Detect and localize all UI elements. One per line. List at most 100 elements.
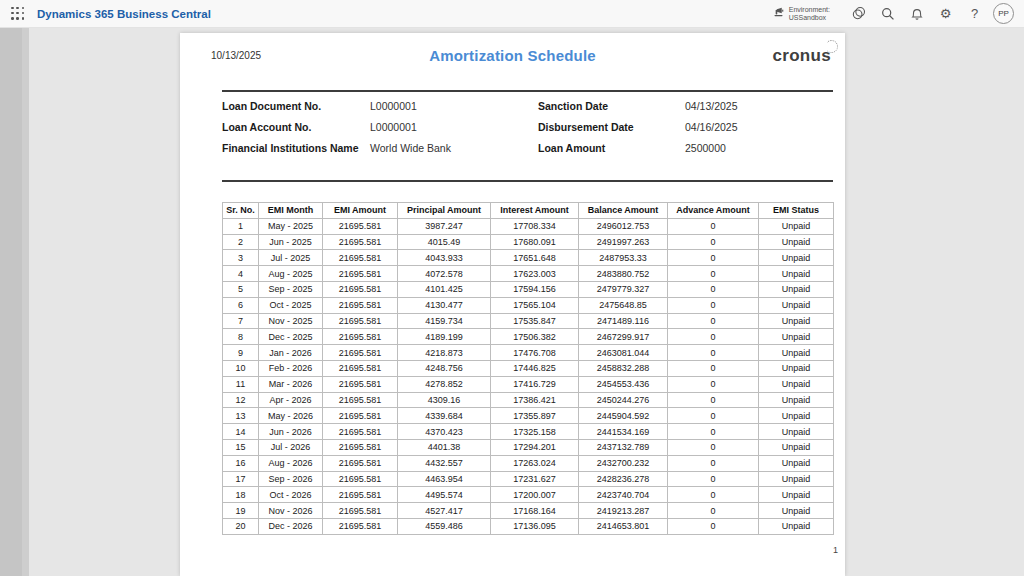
- table-cell: Nov - 2026: [259, 503, 323, 519]
- field-label: Loan Document No.: [222, 100, 370, 112]
- field-label: Loan Amount: [538, 142, 685, 154]
- table-cell: 17565.104: [491, 297, 579, 313]
- table-cell: 0: [668, 503, 759, 519]
- table-cell: 17325.158: [491, 424, 579, 440]
- table-cell: Oct - 2025: [259, 297, 323, 313]
- table-cell: 16: [223, 455, 259, 471]
- table-cell: 0: [668, 376, 759, 392]
- field-value: 04/16/2025: [685, 121, 738, 133]
- loan-info-left: Loan Document No. L0000001 Loan Account …: [222, 95, 532, 158]
- app-title[interactable]: Dynamics 365 Business Central: [37, 8, 211, 20]
- table-row: 5 Sep - 2025 21695.581 4101.425 17594.15…: [223, 281, 834, 297]
- environment-text: Environment: USSandbox: [789, 6, 830, 22]
- table-cell: 4043.933: [398, 250, 491, 266]
- table-cell: 4559.486: [398, 518, 491, 534]
- table-cell: 0: [668, 313, 759, 329]
- table-cell: Unpaid: [759, 345, 834, 361]
- table-cell: 17355.897: [491, 408, 579, 424]
- col-header-principal-amount: Principal Amount: [398, 203, 491, 219]
- table-cell: 2441534.169: [579, 424, 668, 440]
- table-cell: 0: [668, 424, 759, 440]
- table-cell: 0: [668, 392, 759, 408]
- table-cell: 2: [223, 234, 259, 250]
- table-cell: 21695.581: [323, 376, 398, 392]
- table-cell: 21695.581: [323, 503, 398, 519]
- table-cell: 2428236.278: [579, 471, 668, 487]
- table-row: 4 Aug - 2025 21695.581 4072.578 17623.00…: [223, 266, 834, 282]
- search-icon[interactable]: [873, 0, 902, 28]
- app-launcher-icon[interactable]: [11, 7, 25, 21]
- table-cell: Jan - 2026: [259, 345, 323, 361]
- table-cell: Unpaid: [759, 471, 834, 487]
- table-cell: Oct - 2026: [259, 487, 323, 503]
- copilot-icon[interactable]: [844, 0, 873, 28]
- table-cell: 0: [668, 408, 759, 424]
- field-label: Sanction Date: [538, 100, 685, 112]
- table-cell: 2479779.327: [579, 281, 668, 297]
- table-cell: 0: [668, 487, 759, 503]
- table-cell: 0: [668, 471, 759, 487]
- environment-indicator[interactable]: Environment: USSandbox: [772, 5, 830, 23]
- table-cell: 18: [223, 487, 259, 503]
- table-cell: 2487953.33: [579, 250, 668, 266]
- col-header-advance-amount: Advance Amount: [668, 203, 759, 219]
- table-cell: Unpaid: [759, 424, 834, 440]
- table-cell: 21695.581: [323, 218, 398, 234]
- table-row: 19 Nov - 2026 21695.581 4527.417 17168.1…: [223, 503, 834, 519]
- field-value: 04/13/2025: [685, 100, 738, 112]
- table-cell: 17200.007: [491, 487, 579, 503]
- table-cell: 6: [223, 297, 259, 313]
- col-header-sr-no: Sr. No.: [223, 203, 259, 219]
- col-header-balance-amount: Balance Amount: [579, 203, 668, 219]
- environment-name: USSandbox: [789, 14, 830, 22]
- table-cell: Unpaid: [759, 360, 834, 376]
- table-cell: 21695.581: [323, 234, 398, 250]
- table-cell: 2454553.436: [579, 376, 668, 392]
- table-cell: 21695.581: [323, 345, 398, 361]
- field-value: L0000001: [370, 100, 417, 112]
- col-header-emi-status: EMI Status: [759, 203, 834, 219]
- table-cell: 20: [223, 518, 259, 534]
- table-cell: 21695.581: [323, 266, 398, 282]
- table-cell: 3: [223, 250, 259, 266]
- table-cell: Feb - 2026: [259, 360, 323, 376]
- table-cell: 17416.729: [491, 376, 579, 392]
- settings-gear-icon[interactable]: ⚙: [931, 0, 960, 28]
- table-cell: 4: [223, 266, 259, 282]
- table-cell: 4495.574: [398, 487, 491, 503]
- table-cell: 2419213.287: [579, 503, 668, 519]
- table-cell: 2491997.263: [579, 234, 668, 250]
- table-cell: 4248.756: [398, 360, 491, 376]
- left-scrollbar-track: [22, 28, 29, 576]
- table-cell: 4218.873: [398, 345, 491, 361]
- table-cell: 7: [223, 313, 259, 329]
- table-row: 10 Feb - 2026 21695.581 4248.756 17446.8…: [223, 360, 834, 376]
- help-icon[interactable]: ?: [960, 0, 989, 28]
- user-avatar[interactable]: PP: [993, 3, 1014, 24]
- table-cell: 17: [223, 471, 259, 487]
- table-cell: 21695.581: [323, 329, 398, 345]
- table-cell: 4370.423: [398, 424, 491, 440]
- left-scrollbar[interactable]: [0, 28, 22, 576]
- table-row: 7 Nov - 2025 21695.581 4159.734 17535.84…: [223, 313, 834, 329]
- report-title: Amortization Schedule: [180, 47, 845, 64]
- notifications-bell-icon[interactable]: [902, 0, 931, 28]
- table-cell: 13: [223, 408, 259, 424]
- table-cell: Aug - 2026: [259, 455, 323, 471]
- table-cell: 2445904.592: [579, 408, 668, 424]
- table-cell: 4463.954: [398, 471, 491, 487]
- table-cell: 21695.581: [323, 408, 398, 424]
- table-cell: 17386.421: [491, 392, 579, 408]
- table-cell: 21695.581: [323, 297, 398, 313]
- header-divider: [222, 90, 833, 92]
- table-cell: 2437132.789: [579, 439, 668, 455]
- field-loan-amount: Loan Amount 2500000: [538, 137, 838, 158]
- table-cell: Nov - 2025: [259, 313, 323, 329]
- table-cell: Unpaid: [759, 266, 834, 282]
- field-label: Financial Institutions Name: [222, 142, 370, 154]
- table-cell: 2471489.116: [579, 313, 668, 329]
- table-cell: 17506.382: [491, 329, 579, 345]
- field-loan-account-no: Loan Account No. L0000001: [222, 116, 532, 137]
- table-cell: 17294.201: [491, 439, 579, 455]
- table-row: 13 May - 2026 21695.581 4339.684 17355.8…: [223, 408, 834, 424]
